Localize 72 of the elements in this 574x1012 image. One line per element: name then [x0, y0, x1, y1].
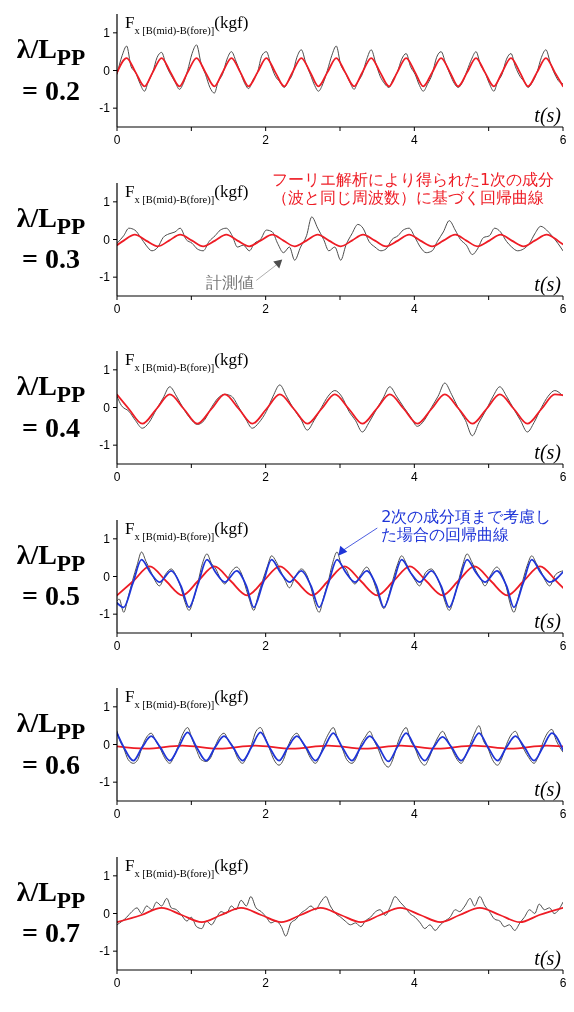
x-axis-title: t(s) [534, 946, 562, 970]
y-axis-title: F$_{x [B(mid)-B(fore)]}$(kgf) [125, 687, 249, 711]
line-series [117, 558, 563, 608]
y-tick-label: 0 [103, 400, 111, 415]
x-tick-label: 4 [410, 470, 418, 484]
y-tick-label: 0 [103, 569, 111, 584]
y-axis-title: F$_{x [B(mid)-B(fore)]}$(kgf) [125, 350, 249, 374]
x-tick-label: 2 [262, 301, 270, 316]
x-axis-title: t(s) [534, 104, 562, 127]
text: λ/L$_{PP}$ = 0.4 [15, 369, 87, 445]
text: λ/L$_{PP}$ = 0.3 [15, 200, 87, 277]
line-series [117, 57, 563, 88]
y-tick-label: 1 [103, 26, 111, 41]
text: λ/L$_{PP}$ = 0.7 [15, 874, 87, 951]
x-tick-label: 4 [410, 638, 418, 653]
y-axis-title: F$_{x [B(mid)-B(fore)]}$(kgf) [125, 518, 249, 542]
line-series [117, 895, 563, 937]
x-axis-title: t(s) [534, 609, 562, 633]
x-tick-label: 0 [113, 470, 121, 484]
x-tick-label: 4 [410, 975, 418, 990]
y-tick-label: 1 [103, 868, 111, 883]
annotation: 2次の成分項まで考慮した場合の回帰曲線 [381, 506, 552, 544]
line-series [117, 233, 563, 247]
y-tick-label: 1 [103, 363, 111, 378]
y-tick-label: -1 [99, 775, 111, 790]
line-series [117, 393, 563, 425]
line-series [117, 564, 563, 596]
line-series [117, 382, 563, 437]
annotation: 計測値 [206, 272, 255, 292]
x-tick-label: 0 [113, 807, 121, 821]
text: λ/L$_{PP}$ = 0.5 [15, 537, 87, 614]
y-axis-title: F$_{x [B(mid)-B(fore)]}$(kgf) [125, 181, 249, 205]
x-tick-label: 0 [113, 638, 121, 653]
y-axis-title: F$_{x [B(mid)-B(fore)]}$(kgf) [125, 13, 249, 37]
y-tick-label: 0 [103, 63, 111, 78]
x-tick-label: 6 [559, 301, 567, 316]
y-tick-label: 1 [103, 194, 111, 209]
x-tick-label: 4 [410, 133, 418, 147]
x-tick-label: 6 [559, 470, 567, 484]
y-tick-label: 0 [103, 906, 111, 921]
x-axis-title: t(s) [534, 778, 562, 801]
x-tick-label: 6 [559, 638, 567, 653]
x-axis-title: t(s) [534, 441, 562, 464]
y-tick-label: -1 [99, 269, 111, 284]
y-tick-label: 0 [103, 737, 111, 752]
x-tick-label: 2 [262, 638, 270, 653]
x-tick-label: 2 [262, 975, 270, 990]
x-tick-label: 2 [262, 807, 270, 821]
y-tick-label: -1 [99, 606, 111, 621]
x-tick-label: 4 [410, 807, 418, 821]
line-series [117, 215, 563, 261]
y-tick-label: -1 [99, 101, 111, 116]
x-axis-title: t(s) [534, 272, 562, 296]
text: λ/L$_{PP}$ = 0.6 [15, 706, 87, 782]
y-tick-label: 1 [103, 531, 111, 546]
x-tick-label: 0 [113, 975, 121, 990]
x-tick-label: 6 [559, 975, 567, 990]
x-tick-label: 4 [410, 301, 418, 316]
x-tick-label: 2 [262, 133, 270, 147]
text: λ/L$_{PP}$ = 0.2 [15, 32, 87, 108]
annotation: フーリエ解析により得られた1次の成分（波と同じ周波数）に基づく回帰曲線 [272, 169, 555, 207]
y-tick-label: 0 [103, 232, 111, 247]
x-tick-label: 6 [559, 133, 567, 147]
y-tick-label: -1 [99, 438, 111, 453]
x-tick-label: 0 [113, 133, 121, 147]
y-axis-title: F$_{x [B(mid)-B(fore)]}$(kgf) [125, 855, 249, 879]
line-series [117, 731, 563, 763]
x-tick-label: 2 [262, 470, 270, 484]
y-tick-label: -1 [99, 943, 111, 958]
x-tick-label: 6 [559, 807, 567, 821]
x-tick-label: 0 [113, 301, 121, 316]
y-tick-label: 1 [103, 700, 111, 715]
